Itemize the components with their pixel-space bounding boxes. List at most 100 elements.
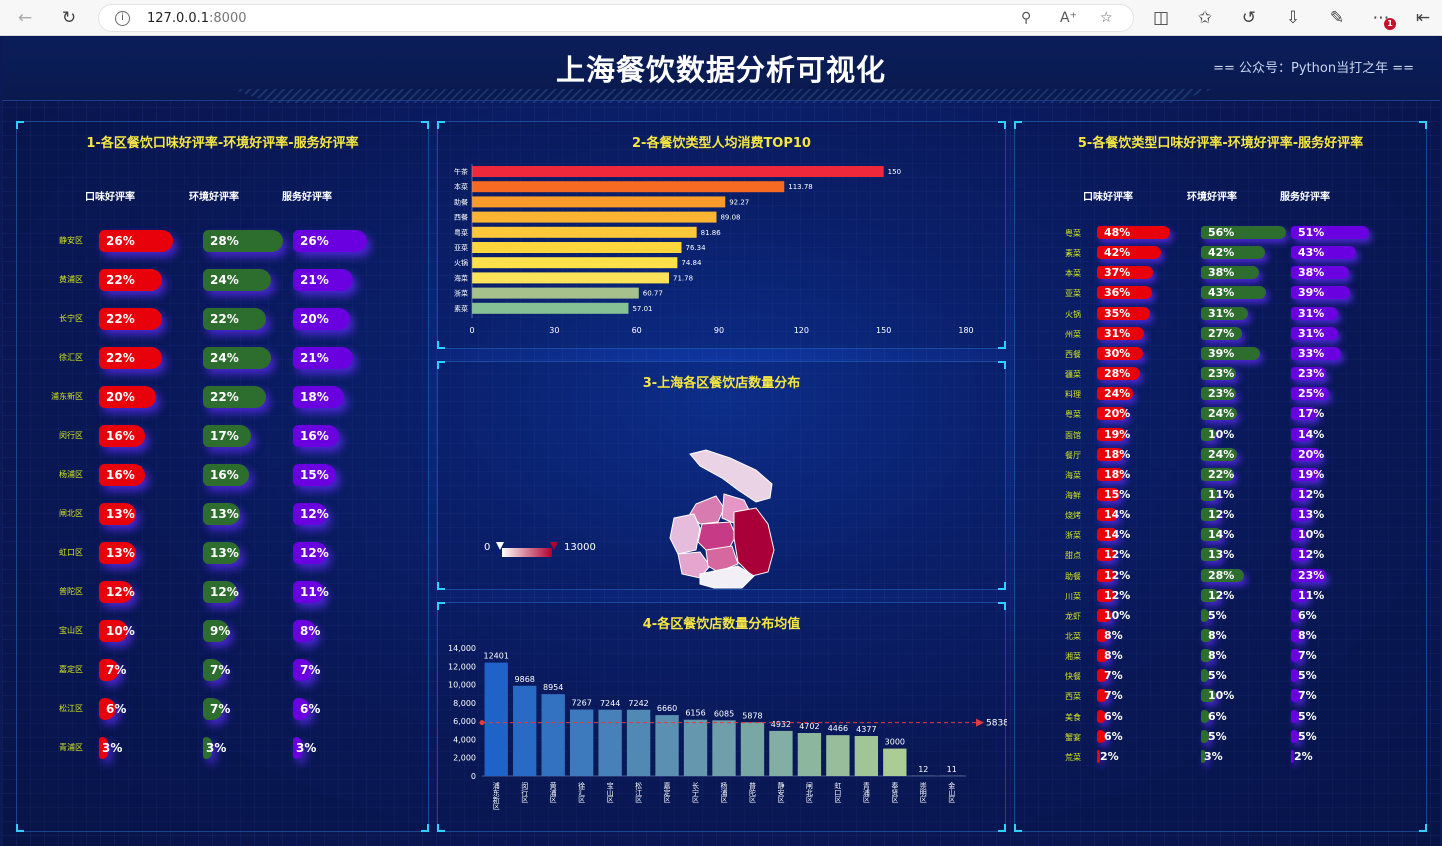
- service-rating-bar: [1291, 669, 1299, 683]
- spend-bar: [472, 287, 639, 299]
- spend-bar: [472, 196, 726, 208]
- district-count-bar: [769, 730, 793, 776]
- taste-rating-value: 2%: [1100, 749, 1119, 763]
- x-tick-label: 90: [714, 326, 724, 335]
- service-rating-value: 31%: [1298, 306, 1325, 320]
- env-rating-bar: [1201, 548, 1221, 562]
- env-rating-bar: [1201, 226, 1287, 239]
- service-rating-bar: [293, 659, 313, 681]
- env-rating-value: 24%: [1208, 407, 1235, 421]
- row-label: 静安区: [59, 236, 83, 245]
- taste-rating-value: 42%: [1104, 246, 1131, 260]
- env-rating-value: 10%: [1208, 689, 1235, 703]
- service-rating-bar: [1291, 326, 1339, 340]
- taste-rating-bar: [1097, 588, 1116, 602]
- service-rating-value: 3%: [296, 741, 317, 755]
- env-rating-value: 28%: [210, 234, 239, 248]
- visual-map-min-label: 0: [484, 542, 490, 553]
- service-rating-bar: [1291, 387, 1329, 401]
- row-label: 火锅: [1065, 309, 1081, 319]
- sidebar-toggle-icon[interactable]: ⇤: [1415, 8, 1431, 28]
- env-rating-bar: [1201, 286, 1267, 300]
- env-rating-bar: [1201, 588, 1220, 602]
- extensions-icon[interactable]: ✎: [1329, 8, 1345, 28]
- row-label: 嘉定区: [59, 665, 83, 674]
- shanghai-map[interactable]: 0 13000: [438, 362, 1007, 591]
- taste-rating-bar: [1097, 669, 1108, 683]
- panel-top10-spend: 2-各餐饮类型人均消费TOP10 午茶 150 本菜 113.78 助餐 92.27 西餐 8…: [437, 121, 1006, 349]
- info-icon[interactable]: i: [115, 11, 130, 26]
- env-rating-bar: [203, 698, 223, 720]
- panel-district-count-bar: 4-各区餐饮店数量分布均值 0 2,000 4,000 6,000 8,000 10,00…: [437, 602, 1007, 832]
- taste-rating-value: 7%: [1104, 669, 1123, 683]
- taste-rating-value: 31%: [1104, 326, 1131, 340]
- x-category-label: 崇明区: [919, 782, 927, 803]
- x-category-label: 虹口区: [834, 781, 842, 803]
- row-label: 西餐: [1065, 349, 1081, 359]
- env-rating-bar: [203, 542, 241, 564]
- spend-value-label: 71.78: [673, 274, 693, 282]
- zoom-icon[interactable]: ⚲: [1021, 10, 1032, 26]
- mean-line-arrow: [976, 718, 984, 727]
- env-rating-value: 13%: [210, 507, 239, 521]
- refresh-icon[interactable]: ↻: [61, 8, 77, 28]
- district-count-bar: [740, 722, 765, 776]
- split-screen-icon[interactable]: ◫: [1152, 8, 1170, 28]
- bar-value-label: 6156: [685, 709, 705, 718]
- favorites-icon[interactable]: ✩: [1197, 8, 1213, 28]
- spend-value-label: 60.77: [643, 290, 663, 298]
- mean-line-label: 5838.5: [986, 719, 1007, 729]
- taste-rating-value: 48%: [1104, 226, 1131, 239]
- taste-rating-value: 22%: [106, 312, 135, 326]
- bar-value-label: 5878: [742, 711, 762, 720]
- env-rating-bar: [203, 503, 241, 525]
- spend-value-label: 81.86: [701, 229, 722, 237]
- taste-rating-value: 35%: [1104, 306, 1131, 320]
- env-rating-value: 38%: [1208, 266, 1235, 280]
- favorite-star-icon[interactable]: ☆: [1100, 10, 1113, 26]
- service-rating-bar: [1291, 286, 1351, 300]
- y-tick-label: 12,000: [448, 662, 476, 671]
- taste-rating-bar: [1097, 487, 1120, 501]
- taste-rating-bar: [1097, 367, 1140, 381]
- env-rating-bar: [1201, 508, 1220, 522]
- service-rating-value: 20%: [300, 312, 329, 326]
- row-label: 龙虾: [1065, 611, 1081, 621]
- x-category-label: 普陀区: [748, 781, 756, 803]
- read-aloud-icon[interactable]: A⁺: [1060, 10, 1077, 26]
- taste-rating-value: 12%: [1104, 548, 1131, 562]
- bar-category-label: 海菜: [454, 273, 468, 282]
- x-category-label: 浦东新区: [492, 781, 500, 810]
- service-rating-value: 8%: [1298, 629, 1317, 642]
- url-text: 127.0.0.1:8000: [147, 11, 247, 26]
- taste-rating-bar: [1097, 749, 1101, 763]
- row-label: 浙菜: [1065, 531, 1081, 541]
- row-label: 助餐: [1065, 571, 1081, 581]
- dashboard-header: 上海餐饮数据分析可视化 == 公众号：Python当打之年 ==: [2, 37, 1440, 101]
- row-label: 快餐: [1065, 672, 1081, 682]
- x-category-label: 静安区: [777, 781, 785, 803]
- row-label: 粤菜: [1065, 229, 1081, 238]
- service-rating-value: 7%: [1298, 689, 1317, 703]
- back-icon[interactable]: ←: [17, 8, 33, 28]
- env-rating-bar: [1201, 407, 1238, 421]
- bar-value-label: 12: [918, 765, 928, 774]
- service-rating-value: 17%: [1298, 407, 1325, 421]
- service-rating-value: 43%: [1298, 246, 1325, 260]
- history-icon[interactable]: ↺: [1241, 8, 1257, 28]
- taste-rating-bar: [99, 620, 128, 642]
- taste-rating-bar: [99, 347, 162, 369]
- taste-rating-bar: [1097, 326, 1145, 340]
- panel-district-ratings: 1-各区餐饮口味好评率-环境好评率-服务好评率 口味好评率 环境好评率 服务好评…: [16, 121, 429, 832]
- env-rating-value: 8%: [1208, 649, 1227, 663]
- service-rating-bar: [1291, 749, 1295, 763]
- service-rating-bar: [1291, 266, 1349, 280]
- address-bar[interactable]: i 127.0.0.1:8000 ⚲ A⁺ ☆: [98, 4, 1134, 32]
- district-count-bar: [655, 715, 679, 776]
- taste-rating-bar: [99, 659, 119, 681]
- row-label: 蟹宴: [1065, 732, 1081, 742]
- taste-rating-value: 14%: [1104, 528, 1131, 542]
- env-rating-value: 11%: [1208, 487, 1235, 501]
- download-icon[interactable]: ⇩: [1285, 8, 1301, 28]
- taste-rating-bar: [1097, 729, 1107, 743]
